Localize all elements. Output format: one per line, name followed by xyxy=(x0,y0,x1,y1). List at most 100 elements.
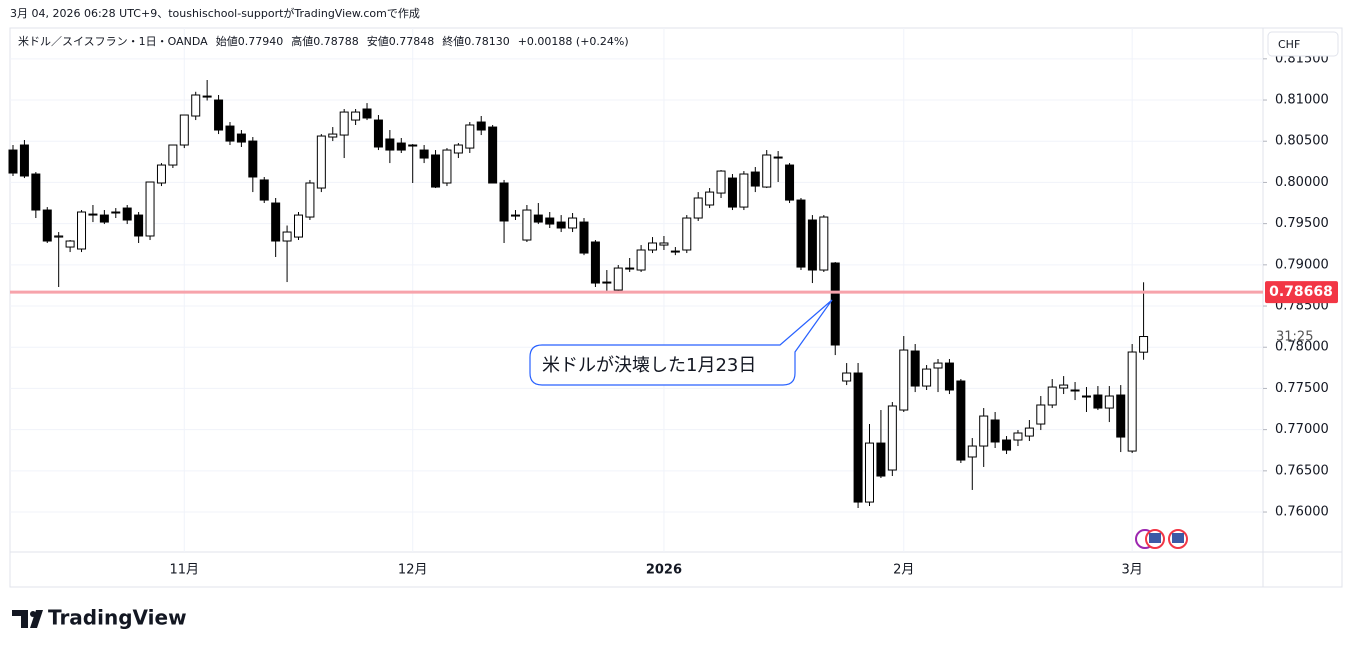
candle-body xyxy=(294,214,303,238)
candle-body xyxy=(1116,394,1126,438)
candle-body xyxy=(1070,389,1080,392)
candle-body xyxy=(54,235,64,238)
created-note: 3月 04, 2026 06:28 UTC+9、toushischool-sup… xyxy=(10,6,420,20)
candle-body xyxy=(670,250,680,253)
candle-body xyxy=(899,349,909,411)
candle-body xyxy=(65,240,75,248)
x-tick-label: 2月 xyxy=(893,563,914,578)
candle-body xyxy=(522,209,532,241)
candle-body xyxy=(1013,432,1023,441)
y-tick-label: 0.80000 xyxy=(1275,175,1329,190)
y-tick-label: 0.76000 xyxy=(1275,505,1329,520)
candle-body xyxy=(956,380,966,461)
y-tick-label: 0.77500 xyxy=(1275,381,1329,396)
candle-body xyxy=(682,217,692,251)
candle-body xyxy=(431,154,441,188)
ohlc-name: 安値 xyxy=(367,34,389,48)
candle-body xyxy=(533,214,543,223)
candle-body xyxy=(944,362,954,391)
candle-body xyxy=(865,442,874,503)
candle-body xyxy=(876,442,886,477)
candle-body xyxy=(385,138,395,151)
candle-body xyxy=(465,124,475,149)
candle-body xyxy=(351,111,361,121)
candle-body xyxy=(967,445,977,458)
candle-body xyxy=(214,99,224,131)
candle-body xyxy=(979,415,989,447)
candle-body xyxy=(602,281,612,284)
legend: 米ドル／スイスフラン・1日・OANDA 始値0.77940 高値0.78788 安値0… xyxy=(18,34,629,48)
candle-body xyxy=(807,219,817,271)
ohlc-name: 終値 xyxy=(442,34,464,48)
candle-body xyxy=(887,405,897,471)
candle-body xyxy=(1139,336,1149,353)
candle-body xyxy=(1002,439,1012,451)
candle-body xyxy=(853,372,863,503)
ohlc-value: 0.78130 xyxy=(464,35,510,48)
candle-body xyxy=(328,133,338,138)
candle-body xyxy=(1127,351,1137,452)
ohlc-value: 0.78788 xyxy=(313,35,359,48)
candle-body xyxy=(396,142,406,151)
y-tick-label: 0.78000 xyxy=(1275,340,1329,355)
candle-body xyxy=(556,221,566,229)
symbol: 米ドル／スイスフラン・1日・OANDA xyxy=(18,35,208,48)
candle-body xyxy=(42,209,52,242)
logo: TradingView xyxy=(48,606,187,630)
countdown: 31:25 xyxy=(1276,330,1313,345)
candle-body xyxy=(305,182,315,218)
candle-body xyxy=(636,249,646,271)
candle-body xyxy=(134,214,144,237)
candle-body xyxy=(590,241,600,284)
candle-body xyxy=(168,144,178,166)
candle-body xyxy=(545,217,555,225)
candle-body xyxy=(259,179,269,201)
candle-body xyxy=(373,119,383,148)
candle-body xyxy=(442,149,452,184)
candle-body xyxy=(510,214,520,217)
y-tick-label: 0.76500 xyxy=(1275,463,1329,478)
y-tick-label: 0.81000 xyxy=(1275,93,1329,108)
candle-body xyxy=(659,242,669,246)
candle-body xyxy=(191,94,201,117)
x-tick-label: 12月 xyxy=(398,563,428,578)
candle-body xyxy=(830,262,840,346)
candle-body xyxy=(796,199,806,268)
candle-body xyxy=(8,149,18,174)
y-tick-label: 0.77000 xyxy=(1275,422,1329,437)
callout xyxy=(529,299,833,386)
candle-body xyxy=(819,216,829,271)
frame xyxy=(9,27,1343,588)
candle-body xyxy=(362,108,372,119)
x-tick-label: 2026 xyxy=(646,563,682,578)
ohlc-name: 高値 xyxy=(291,34,313,48)
ohlc-value: 0.77940 xyxy=(238,35,284,48)
candle-body xyxy=(762,154,772,188)
ohlc-value: 0.77848 xyxy=(389,35,435,48)
candle-body xyxy=(419,149,429,159)
y-tick-label: 0.80500 xyxy=(1275,134,1329,149)
candle-body xyxy=(282,231,292,242)
candle-body xyxy=(271,202,281,242)
candle-body xyxy=(19,144,29,177)
candle-body xyxy=(179,114,189,146)
candle-body xyxy=(499,182,509,222)
plot xyxy=(8,80,1149,508)
candle-body xyxy=(1036,404,1046,425)
candle-body xyxy=(625,267,635,270)
annotation: 米ドルが決壊した1月23日 xyxy=(542,355,756,376)
candle-body xyxy=(122,207,132,221)
candle-body xyxy=(453,144,463,154)
candle-body xyxy=(225,125,235,142)
candle-body xyxy=(568,217,578,229)
candle-body xyxy=(785,164,795,201)
candle-body xyxy=(1081,395,1091,398)
candle-body xyxy=(990,419,1000,443)
candle-body xyxy=(156,164,166,184)
candle-body xyxy=(236,133,246,143)
candle-body xyxy=(145,181,155,237)
y-tick-label: 0.79000 xyxy=(1275,257,1329,272)
candle-body xyxy=(408,144,418,147)
candle-body xyxy=(202,95,212,98)
